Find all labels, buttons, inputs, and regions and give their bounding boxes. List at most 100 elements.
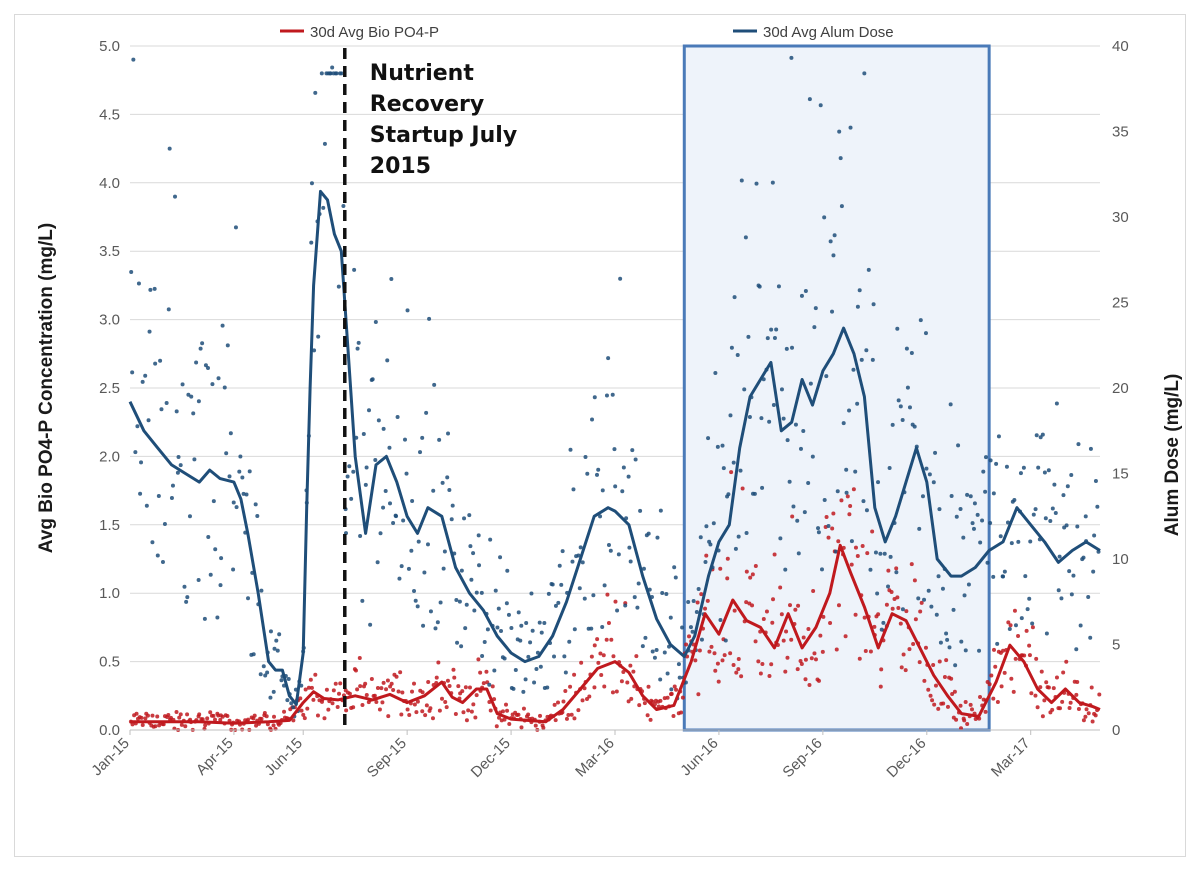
scatter-point bbox=[587, 694, 592, 699]
x-tick-label: Sep-16 bbox=[779, 735, 825, 781]
scatter-point bbox=[275, 648, 280, 653]
scatter-point bbox=[381, 505, 386, 510]
scatter-point bbox=[606, 356, 611, 361]
scatter-point bbox=[765, 336, 770, 341]
scatter-point bbox=[582, 596, 587, 601]
scatter-point bbox=[455, 640, 460, 645]
scatter-point bbox=[566, 713, 571, 718]
scatter-point bbox=[853, 545, 858, 550]
scatter-point bbox=[671, 713, 676, 718]
scatter-point bbox=[694, 610, 699, 615]
x-tick-label: Jun-15 bbox=[262, 735, 306, 779]
scatter-point bbox=[668, 615, 673, 620]
scatter-point bbox=[926, 687, 931, 692]
scatter-point bbox=[826, 524, 831, 529]
scatter-point bbox=[349, 496, 354, 501]
scatter-point bbox=[966, 582, 971, 587]
scatter-point bbox=[175, 470, 180, 475]
scatter-point bbox=[164, 400, 169, 405]
scatter-point bbox=[992, 647, 997, 652]
scatter-point bbox=[965, 492, 970, 497]
scatter-point bbox=[760, 661, 765, 666]
scatter-point bbox=[546, 591, 551, 596]
scatter-point bbox=[962, 718, 967, 723]
scatter-point bbox=[995, 641, 1000, 646]
scatter-point bbox=[1038, 435, 1043, 440]
scatter-point bbox=[779, 612, 784, 617]
scatter-point bbox=[399, 564, 404, 569]
scatter-point bbox=[567, 639, 572, 644]
scatter-point bbox=[1027, 596, 1032, 601]
scatter-point bbox=[643, 635, 648, 640]
y2-axis-title: Alum Dose (mg/L) bbox=[1162, 374, 1183, 537]
scatter-point bbox=[373, 320, 378, 325]
scatter-point bbox=[796, 551, 801, 556]
scatter-point bbox=[728, 413, 733, 418]
scatter-point bbox=[847, 408, 852, 413]
scatter-point bbox=[211, 713, 216, 718]
scatter-point bbox=[650, 649, 655, 654]
scatter-point bbox=[1074, 647, 1079, 652]
scatter-point bbox=[192, 457, 197, 462]
y-tick-label: 4.5 bbox=[99, 106, 120, 123]
scatter-point bbox=[189, 394, 194, 399]
scatter-point bbox=[433, 626, 438, 631]
scatter-point bbox=[394, 674, 399, 679]
scatter-point bbox=[1001, 574, 1006, 579]
scatter-point bbox=[261, 664, 266, 669]
scatter-point bbox=[909, 562, 914, 567]
scatter-point bbox=[934, 612, 939, 617]
scatter-point bbox=[282, 709, 287, 714]
scatter-point bbox=[423, 713, 428, 718]
scatter-point bbox=[1086, 595, 1091, 600]
scatter-point bbox=[988, 520, 993, 525]
scatter-point bbox=[613, 599, 618, 604]
scatter-point bbox=[438, 600, 443, 605]
scatter-point bbox=[696, 587, 701, 592]
scatter-point bbox=[519, 623, 524, 628]
scatter-point bbox=[697, 648, 702, 653]
scatter-point bbox=[971, 526, 976, 531]
scatter-point bbox=[306, 685, 311, 690]
scatter-point bbox=[529, 591, 534, 596]
scatter-point bbox=[225, 714, 230, 719]
scatter-point bbox=[1051, 686, 1056, 691]
scatter-point bbox=[767, 674, 772, 679]
scatter-point bbox=[983, 455, 988, 460]
scatter-point bbox=[194, 360, 199, 365]
scatter-point bbox=[513, 668, 518, 673]
scatter-point bbox=[757, 284, 762, 289]
y-tick-label: 1.0 bbox=[99, 585, 120, 602]
scatter-point bbox=[605, 592, 610, 597]
scatter-point bbox=[922, 597, 927, 602]
y2-tick-label: 35 bbox=[1112, 124, 1129, 141]
scatter-point bbox=[272, 646, 277, 651]
scatter-point bbox=[368, 622, 373, 627]
scatter-point bbox=[532, 680, 537, 685]
scatter-point bbox=[1008, 623, 1013, 628]
scatter-point bbox=[758, 671, 763, 676]
scatter-point bbox=[629, 696, 634, 701]
scatter-point bbox=[673, 575, 678, 580]
scatter-point bbox=[268, 695, 273, 700]
scatter-point bbox=[743, 235, 748, 240]
scatter-point bbox=[572, 627, 577, 632]
scatter-point bbox=[996, 434, 1001, 439]
startup-annotation: 2015 bbox=[370, 154, 431, 179]
scatter-point bbox=[197, 712, 202, 717]
scatter-point bbox=[1088, 446, 1093, 451]
scatter-point bbox=[360, 702, 365, 707]
scatter-point bbox=[879, 667, 884, 672]
scatter-point bbox=[1033, 693, 1038, 698]
scatter-point bbox=[492, 668, 497, 673]
scatter-point bbox=[526, 654, 531, 659]
scatter-point bbox=[771, 402, 776, 407]
scatter-point bbox=[945, 637, 950, 642]
scatter-point bbox=[707, 649, 712, 654]
scatter-point bbox=[980, 518, 985, 523]
scatter-point bbox=[481, 681, 486, 686]
scatter-point bbox=[835, 489, 840, 494]
scatter-point bbox=[352, 267, 357, 272]
scatter-point bbox=[174, 710, 179, 715]
scatter-point bbox=[848, 125, 853, 130]
